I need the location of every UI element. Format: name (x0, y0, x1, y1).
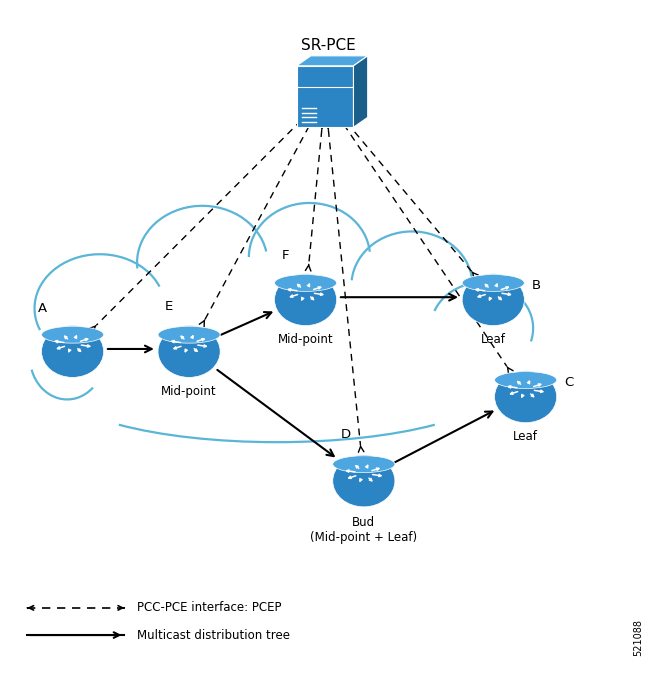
Ellipse shape (42, 326, 103, 343)
Text: Multicast distribution tree: Multicast distribution tree (137, 629, 291, 642)
Polygon shape (354, 56, 368, 127)
Ellipse shape (333, 455, 395, 507)
Text: C: C (564, 376, 574, 389)
Ellipse shape (495, 372, 556, 388)
Ellipse shape (274, 274, 337, 325)
Text: 521088: 521088 (634, 619, 644, 656)
Text: D: D (341, 428, 351, 441)
Ellipse shape (158, 326, 220, 343)
Text: A: A (38, 302, 47, 315)
Text: Leaf: Leaf (514, 430, 538, 443)
Text: E: E (164, 301, 173, 313)
Text: B: B (532, 279, 541, 292)
Text: Leaf: Leaf (481, 333, 506, 346)
Ellipse shape (158, 325, 220, 377)
Text: Bud
(Mid-point + Leaf): Bud (Mid-point + Leaf) (310, 516, 417, 544)
Text: SR-PCE: SR-PCE (301, 38, 356, 53)
Text: Mid-point: Mid-point (278, 333, 333, 346)
Ellipse shape (274, 275, 337, 291)
Ellipse shape (495, 371, 556, 423)
Ellipse shape (42, 325, 103, 377)
Text: PCC-PCE interface: PCEP: PCC-PCE interface: PCEP (137, 601, 282, 614)
Bar (296, 66, 354, 127)
Polygon shape (296, 56, 368, 66)
Ellipse shape (462, 275, 525, 291)
Text: Mid-point: Mid-point (161, 384, 217, 397)
Ellipse shape (333, 456, 395, 473)
Text: F: F (282, 249, 289, 262)
Ellipse shape (462, 274, 525, 325)
